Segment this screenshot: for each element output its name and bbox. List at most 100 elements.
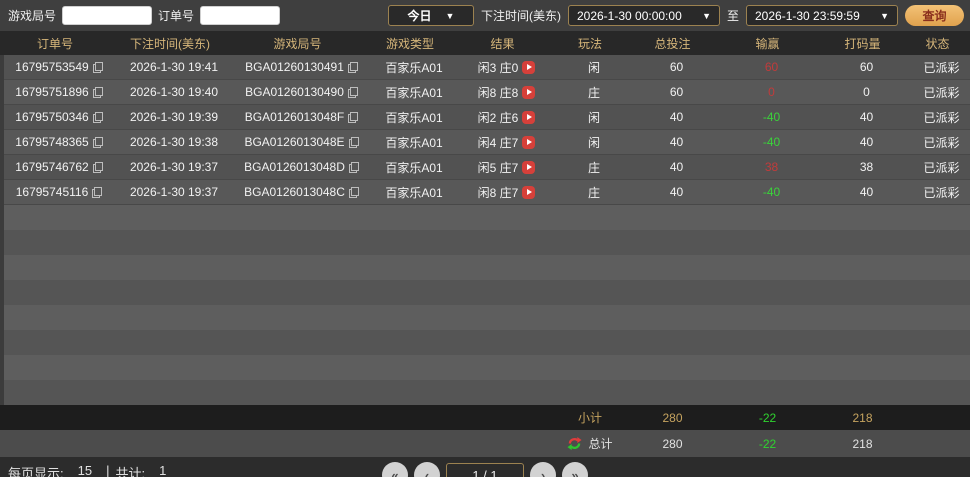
copy-icon[interactable] [348,111,359,123]
header-round-no: 游戏局号 [273,36,322,51]
copy-icon[interactable] [348,136,359,148]
copy-icon[interactable] [347,86,358,98]
win-loss-cell: -40 [762,185,781,199]
order-no-label: 订单号 [158,9,195,23]
status-cell: 已派彩 [923,110,960,125]
prev-page-button[interactable]: ‹ [414,462,440,477]
refresh-icon[interactable] [567,436,583,451]
win-loss-cell: -40 [762,135,781,149]
bet-time-cell: 2026-1-30 19:40 [129,85,219,99]
copy-icon[interactable] [347,61,358,73]
header-play: 玩法 [577,36,602,51]
subtotal-win-loss: -22 [758,410,777,425]
status-cell: 已派彩 [923,85,960,100]
filter-right-group: 今日 ▼ 下注时间(美东) 2026-1-30 00:00:00 ▼ 至 202… [387,5,964,26]
copy-icon[interactable] [348,161,359,173]
total-bet-cell: 40 [669,110,684,124]
order-no-text: 16795746762 [15,160,89,174]
search-button[interactable]: 查询 [905,5,964,26]
result-text: 闲8 庄8 [477,85,519,100]
total-count-value: 1 [159,463,167,477]
order-no-text: 16795748365 [15,135,89,149]
result-text: 闲8 庄7 [477,185,519,200]
total-bet-cell: 60 [669,60,684,74]
page-indicator-input[interactable] [446,463,524,477]
bet-time-cell: 2026-1-30 19:39 [129,110,219,124]
footer-bar: 每页显示: 15 | 共计: 1 « ‹ › » [0,457,970,477]
replay-play-icon[interactable] [522,135,536,149]
win-loss-cell: 60 [764,60,779,74]
copy-icon[interactable] [92,161,103,173]
result-cell: 闲4 庄7 [459,134,554,151]
status-cell: 已派彩 [923,60,960,75]
result-text: 闲4 庄7 [477,135,519,150]
first-page-button[interactable]: « [382,462,408,477]
valid-bet-cell: 40 [859,185,874,199]
period-select-value: 今日 [407,9,432,23]
round-no-cell: BGA01260130491 [234,60,369,74]
round-no-cell: BGA01260130490 [234,85,369,99]
next-page-button[interactable]: › [530,462,556,477]
game-type-cell: 百家乐A01 [385,110,443,125]
end-time-select[interactable]: 2026-1-30 23:59:59 ▼ [746,5,898,26]
game-round-input[interactable] [62,6,153,25]
total-win-loss: -22 [758,436,777,451]
round-no-text: BGA0126013048F [244,110,345,124]
round-no-cell: BGA0126013048E [234,135,369,149]
header-total-bet: 总投注 [654,36,691,51]
header-valid-bet: 打码量 [844,36,881,51]
round-no-cell: BGA0126013048F [234,110,369,124]
play-cell: 闲 [587,60,600,75]
bet-time-cell: 2026-1-30 19:41 [129,60,219,74]
order-no-cell: 16795745116 [4,185,114,199]
header-win-loss: 输赢 [755,36,780,51]
total-bet-cell: 40 [669,185,684,199]
result-cell: 闲5 庄7 [459,159,554,176]
game-type-cell: 百家乐A01 [385,160,443,175]
bet-time-label: 下注时间(美东) [480,9,561,23]
order-no-text: 16795745116 [15,185,89,199]
order-no-text: 16795750346 [15,110,89,124]
copy-icon[interactable] [92,61,103,73]
pagination: « ‹ › » [382,462,588,477]
total-bet-cell: 40 [669,135,684,149]
start-time-select[interactable]: 2026-1-30 00:00:00 ▼ [567,5,720,26]
header-result: 结果 [490,36,515,51]
copy-icon[interactable] [92,186,103,198]
chevron-down-icon: ▼ [702,10,711,21]
total-valid-bet: 218 [852,436,873,451]
order-no-input[interactable] [200,6,281,25]
round-no-cell: BGA0126013048C [234,185,369,199]
last-page-button[interactable]: » [562,462,588,477]
period-select[interactable]: 今日 ▼ [387,5,474,26]
table-row: 16795750346 2026-1-30 19:39 BGA012601304… [4,105,970,130]
valid-bet-cell: 0 [863,85,870,99]
result-text: 闲3 庄0 [477,60,519,75]
replay-play-icon[interactable] [522,110,536,124]
subtotal-total-bet: 280 [662,410,683,425]
table-row: 16795751896 2026-1-30 19:40 BGA012601304… [4,80,970,105]
table-row: 16795748365 2026-1-30 19:38 BGA012601304… [4,130,970,155]
subtotal-row: 小计 280 -22 218 [0,405,970,430]
page-size-value: 15 [77,463,93,477]
copy-icon[interactable] [92,111,103,123]
replay-play-icon[interactable] [522,60,536,74]
win-loss-cell: 38 [764,160,779,174]
replay-play-icon[interactable] [522,160,536,174]
result-cell: 闲8 庄7 [459,184,554,201]
result-cell: 闲2 庄6 [459,109,554,126]
header-game-type: 游戏类型 [385,36,434,51]
result-cell: 闲8 庄8 [459,84,554,101]
copy-icon[interactable] [348,186,359,198]
round-no-text: BGA0126013048E [244,135,345,149]
valid-bet-cell: 60 [859,60,874,74]
start-time-value: 2026-1-30 00:00:00 [576,8,682,23]
header-bet-time: 下注时间(美东) [130,36,210,51]
copy-icon[interactable] [92,86,103,98]
replay-play-icon[interactable] [522,85,536,99]
total-row: 总计 280 -22 218 [0,430,970,457]
order-no-cell: 16795753549 [4,60,114,74]
replay-play-icon[interactable] [522,185,536,199]
copy-icon[interactable] [92,136,103,148]
